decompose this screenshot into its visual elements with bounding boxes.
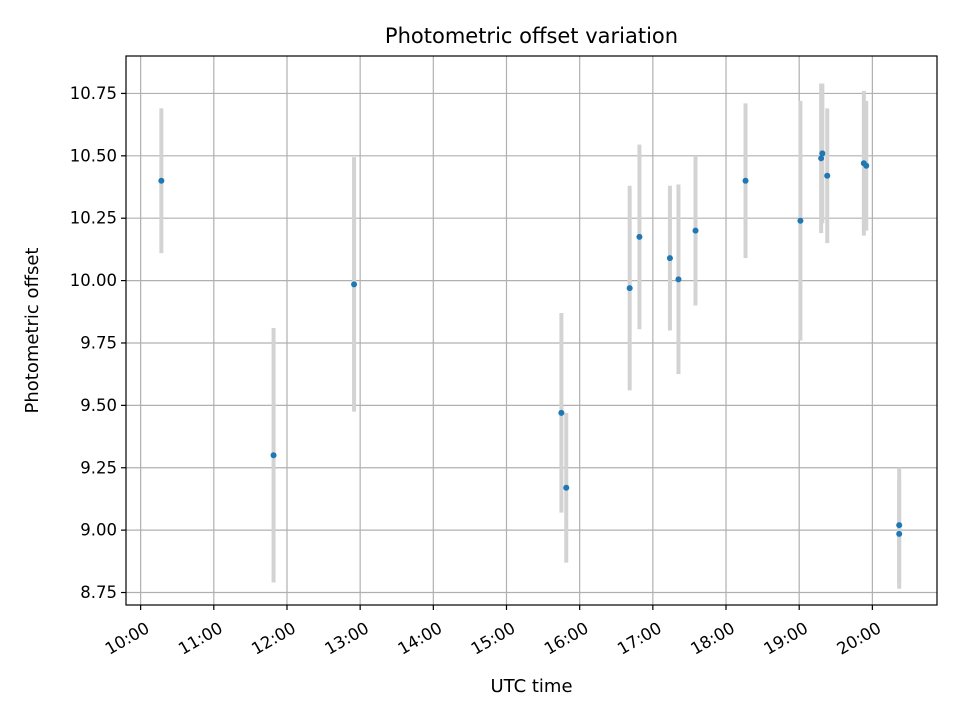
data-point xyxy=(896,522,903,529)
data-point xyxy=(158,177,165,184)
data-point xyxy=(692,227,699,234)
data-points xyxy=(158,150,903,537)
y-tick-label: 8.75 xyxy=(80,583,117,602)
y-tick-label: 9.00 xyxy=(80,521,117,540)
y-tick-label: 10.25 xyxy=(70,209,117,228)
x-axis-label: UTC time xyxy=(490,676,572,697)
data-point xyxy=(824,172,831,179)
y-tick-label: 10.75 xyxy=(70,84,117,103)
y-axis-label: Photometric offset xyxy=(22,248,43,414)
data-point xyxy=(797,217,804,224)
data-point xyxy=(666,255,673,262)
data-point xyxy=(818,155,825,162)
y-tick-label: 9.75 xyxy=(80,333,117,352)
data-point xyxy=(270,452,277,459)
plot-area-frame xyxy=(125,55,938,606)
data-point xyxy=(675,276,682,283)
data-point xyxy=(563,484,570,491)
y-axis-ticks: 8.75 9.00 9.25 9.50 9.75 10.00 10.25 10.50 10.75 xyxy=(70,84,126,602)
plot-area-background xyxy=(126,56,937,605)
data-point xyxy=(819,150,826,157)
y-tick-label: 10.00 xyxy=(70,271,117,290)
data-point xyxy=(863,162,870,169)
y-tick-label: 9.50 xyxy=(80,396,117,415)
y-tick-label: 10.50 xyxy=(70,146,117,165)
data-point xyxy=(742,177,749,184)
data-point xyxy=(896,530,903,537)
data-point xyxy=(351,281,358,288)
data-point xyxy=(558,409,565,416)
y-tick-label: 9.25 xyxy=(80,458,117,477)
data-point xyxy=(626,285,633,292)
chart-title: Photometric offset variation xyxy=(385,24,678,48)
data-point xyxy=(636,233,643,240)
